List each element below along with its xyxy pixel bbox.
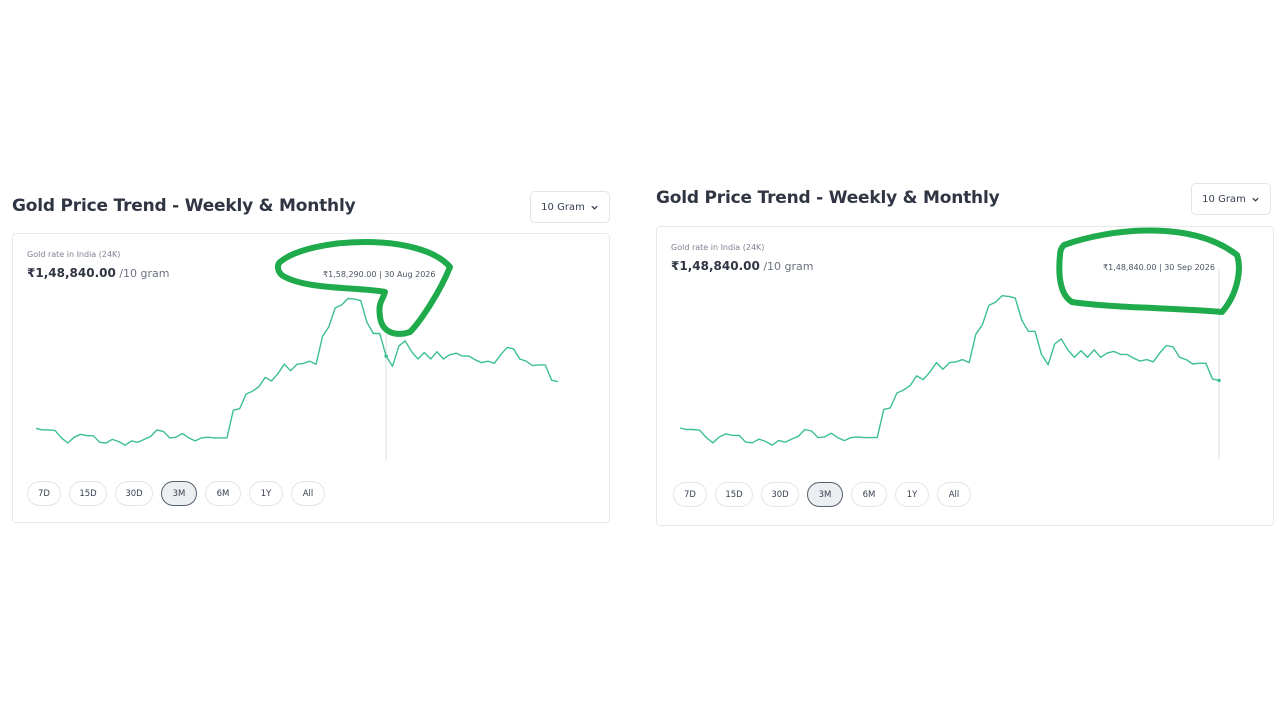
current-unit: /10 gram: [119, 267, 170, 280]
chart-card: Gold rate in India (24K) ₹1,48,840.00 /1…: [656, 226, 1274, 526]
range-button-1y[interactable]: 1Y: [895, 482, 929, 507]
range-button-all[interactable]: All: [937, 482, 971, 507]
current-rate: ₹1,48,840.00 /10 gram: [27, 266, 170, 280]
range-button-3m[interactable]: 3M: [807, 482, 843, 507]
hover-point: [384, 354, 388, 358]
range-button-30d[interactable]: 30D: [761, 482, 799, 507]
current-rate: ₹1,48,840.00 /10 gram: [671, 259, 814, 273]
range-button-6m[interactable]: 6M: [851, 482, 887, 507]
rate-label: Gold rate in India (24K): [27, 250, 121, 259]
chevron-down-icon: [591, 205, 598, 210]
rate-label: Gold rate in India (24K): [671, 243, 765, 252]
range-selector: 7D 15D 30D 3M 6M 1Y All: [27, 481, 325, 506]
unit-select-value: 10 Gram: [541, 201, 585, 213]
panel-title: Gold Price Trend - Weekly & Monthly: [656, 188, 1000, 208]
current-price: ₹1,48,840.00: [27, 266, 116, 280]
range-button-3m[interactable]: 3M: [161, 481, 197, 506]
hover-point: [1217, 378, 1221, 383]
range-button-15d[interactable]: 15D: [69, 481, 107, 506]
price-line-chart[interactable]: [13, 234, 609, 474]
range-button-all[interactable]: All: [291, 481, 325, 506]
current-unit: /10 gram: [763, 260, 814, 273]
current-price: ₹1,48,840.00: [671, 259, 760, 273]
range-button-7d[interactable]: 7D: [673, 482, 707, 507]
range-selector: 7D 15D 30D 3M 6M 1Y All: [673, 482, 971, 507]
range-button-7d[interactable]: 7D: [27, 481, 61, 506]
unit-select-dropdown[interactable]: 10 Gram: [1191, 183, 1271, 215]
price-series-line: [35, 297, 559, 446]
range-button-15d[interactable]: 15D: [715, 482, 753, 507]
panel-title: Gold Price Trend - Weekly & Monthly: [12, 196, 356, 216]
range-button-1y[interactable]: 1Y: [249, 481, 283, 506]
range-button-6m[interactable]: 6M: [205, 481, 241, 506]
unit-select-value: 10 Gram: [1202, 193, 1246, 205]
range-button-30d[interactable]: 30D: [115, 481, 153, 506]
chevron-down-icon: [1252, 197, 1259, 202]
unit-select-dropdown[interactable]: 10 Gram: [530, 191, 610, 223]
price-series-line: [679, 294, 1220, 446]
chart-card: Gold rate in India (24K) ₹1,48,840.00 /1…: [12, 233, 610, 523]
price-line-chart[interactable]: [657, 227, 1273, 467]
